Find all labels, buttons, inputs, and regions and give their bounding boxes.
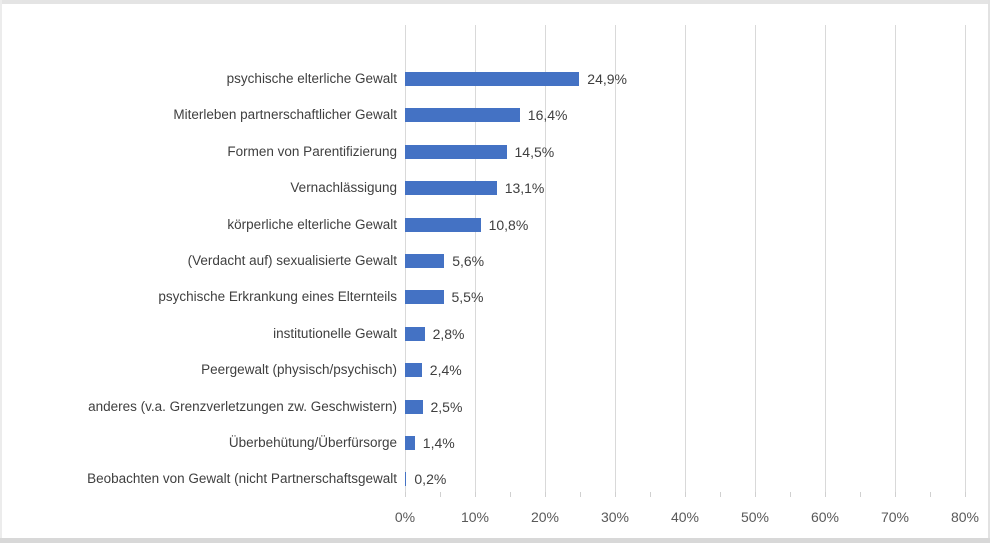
major-gridline-10 [475,25,476,492]
category-label-4: körperliche elterliche Gewalt [227,216,397,232]
x-axis-label-30%: 30% [600,509,630,525]
bar-3 [405,181,497,196]
data-label-7: 2,8% [432,325,465,342]
major-gridline-80 [965,25,966,492]
category-label-10: Überbehütung/Überfürsorge [228,435,397,450]
bar-6 [405,290,444,305]
axis-tick-5 [440,492,441,497]
data-label-1: 16,4% [527,107,568,124]
axis-tick-45 [720,492,721,497]
bar-8 [405,363,422,378]
x-axis-label-50%: 50% [740,509,770,525]
bar-1 [405,108,520,123]
x-axis-label-20%: 20% [530,509,560,525]
frame-bottom-edge [0,538,990,543]
axis-tick-55 [790,492,791,497]
axis-tick-65 [860,492,861,497]
frame-right-edge [988,0,990,543]
bar-2 [405,144,507,159]
axis-tick-50 [755,492,756,497]
axis-tick-75 [930,492,931,497]
major-gridline-20 [545,25,546,492]
data-label-8: 2,4% [429,362,462,379]
x-axis-label-60%: 60% [810,509,840,525]
category-label-11: Beobachten von Gewalt (nicht Partnerscha… [87,471,397,487]
data-label-6: 5,5% [451,289,484,306]
axis-tick-35 [650,492,651,497]
axis-tick-40 [685,492,686,497]
axis-tick-20 [545,492,546,497]
category-label-5: (Verdacht auf) sexualisierte Gewalt [187,253,397,268]
category-label-1: Miterleben partnerschaftlicher Gewalt [173,107,397,123]
bar-9 [405,399,423,414]
major-gridline-60 [825,25,826,492]
frame-top-edge [0,0,990,4]
category-label-6: psychische Erkrankung eines Elternteils [158,289,397,305]
bar-10 [405,436,415,450]
frame-left-edge [0,0,2,543]
data-label-3: 13,1% [504,180,545,197]
x-axis-label-70%: 70% [880,509,910,525]
category-label-0: psychische elterliche Gewalt [226,71,397,86]
bar-5 [405,254,445,268]
major-gridline-70 [895,25,896,492]
bar-11 [405,472,407,487]
axis-tick-25 [580,492,581,497]
bar-0 [405,72,580,86]
category-label-2: Formen von Parentifizierung [227,143,397,159]
axis-tick-60 [825,492,826,497]
data-label-11: 0,2% [414,471,447,488]
data-label-10: 1,4% [422,435,455,451]
major-gridline-50 [755,25,756,492]
axis-tick-0 [405,492,406,497]
bar-7 [405,326,425,341]
axis-tick-80 [965,492,966,497]
axis-tick-15 [510,492,511,497]
x-axis-label-80%: 80% [950,509,980,525]
axis-tick-70 [895,492,896,497]
axis-tick-30 [615,492,616,497]
bar-4 [405,217,481,232]
major-gridline-40 [685,25,686,492]
category-label-7: institutionelle Gewalt [273,325,397,341]
x-axis-label-10%: 10% [460,509,490,525]
category-label-9: anderes (v.a. Grenzverletzungen zw. Gesc… [88,398,397,414]
category-label-8: Peergewalt (physisch/psychisch) [201,362,397,378]
data-label-4: 10,8% [488,216,529,233]
data-label-5: 5,6% [452,253,485,269]
x-axis-label-40%: 40% [670,509,700,525]
x-axis-label-0%: 0% [394,509,416,525]
category-label-3: Vernachlässigung [290,180,397,196]
major-gridline-30 [615,25,616,492]
data-label-0: 24,9% [587,71,627,87]
data-label-9: 2,5% [430,398,463,415]
axis-tick-10 [475,492,476,497]
data-label-2: 14,5% [514,143,555,160]
